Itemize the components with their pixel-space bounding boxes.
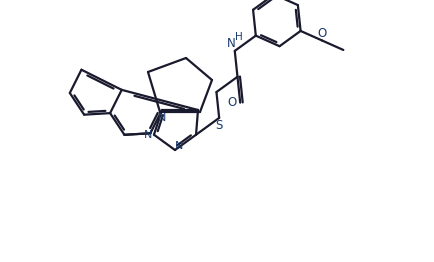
Text: N: N: [226, 37, 235, 50]
Text: N: N: [144, 130, 152, 140]
Text: N: N: [174, 141, 183, 151]
Text: S: S: [215, 119, 222, 132]
Text: O: O: [317, 27, 326, 40]
Text: O: O: [227, 96, 236, 109]
Text: N: N: [158, 113, 166, 123]
Text: H: H: [234, 32, 242, 42]
